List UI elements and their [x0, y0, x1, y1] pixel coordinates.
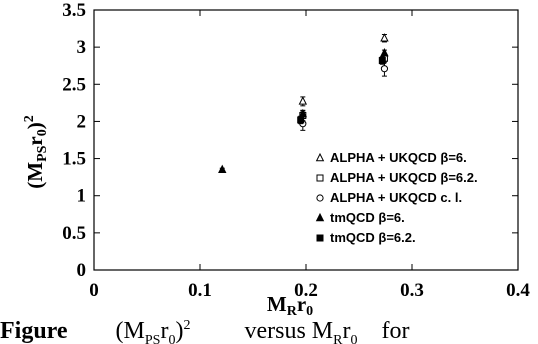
caption-rest: versus MRr0: [244, 318, 358, 344]
legend: ALPHA + UKQCD β=6. ALPHA + UKQCD β=6.2. AL…: [315, 150, 478, 245]
legend-label: ALPHA + UKQCD β=6.: [330, 150, 467, 165]
legend-label: ALPHA + UKQCD β=6.2.: [330, 170, 478, 185]
caption-tail: for: [381, 318, 410, 344]
caption-formula: (MPSr0)2: [115, 318, 191, 344]
x-tick-label: 0.4: [506, 280, 530, 301]
data-marks: [218, 33, 389, 174]
series-5: [297, 56, 386, 125]
chart: 0 0.1 0.2 0.3 0.4 0 0.5 1 1.5 2 2.5 3 3.5 ALPHA + U…: [22, 0, 530, 318]
legend-marker: [316, 194, 324, 202]
data-point: [298, 96, 308, 105]
series-1: [298, 33, 389, 107]
series-2: [299, 53, 388, 122]
x-tick-label: 0.1: [188, 280, 212, 301]
x-tick-label: 0.2: [294, 280, 318, 301]
legend-label: tmQCD β=6.2.: [330, 230, 416, 245]
plot-frame: [93, 9, 519, 271]
y-tick-label: 0.5: [62, 223, 86, 244]
data-point: [378, 57, 386, 65]
figure-caption: Figure (MPSr0)2 versus MRr0 for: [0, 318, 538, 344]
y-tick-label: 2: [77, 111, 87, 132]
data-point: [297, 116, 305, 124]
y-tick-label: 3: [77, 37, 87, 58]
y-tick-label: 1: [77, 186, 87, 207]
data-point: [380, 47, 389, 57]
legend-label: ALPHA + UKQCD c. l.: [330, 190, 462, 205]
x-tick-label: 0: [89, 280, 99, 301]
data-point: [218, 164, 227, 174]
y-tick-label: 1.5: [62, 149, 86, 170]
plot-area: [93, 9, 519, 271]
x-tick-label: 0.3: [400, 280, 424, 301]
y-tick-label: 3.5: [62, 0, 86, 21]
x-axis-ticks: 0 0.1 0.2 0.3 0.4: [89, 10, 530, 301]
y-axis-ticks: 0 0.5 1 1.5 2 2.5 3 3.5: [62, 0, 518, 281]
legend-marker: [315, 212, 325, 222]
y-axis-title: (MPSr0)2: [22, 115, 50, 189]
y-tick-label: 2.5: [62, 74, 86, 95]
legend-label: tmQCD β=6.: [330, 210, 405, 225]
legend-marker: [316, 234, 324, 242]
y-tick-label: 0: [77, 260, 87, 281]
data-point: [380, 33, 389, 42]
data-point: [380, 65, 389, 73]
series-3: [299, 60, 389, 131]
legend-marker: [316, 174, 324, 182]
caption-label: Figure: [0, 318, 68, 344]
legend-marker: [315, 152, 325, 162]
